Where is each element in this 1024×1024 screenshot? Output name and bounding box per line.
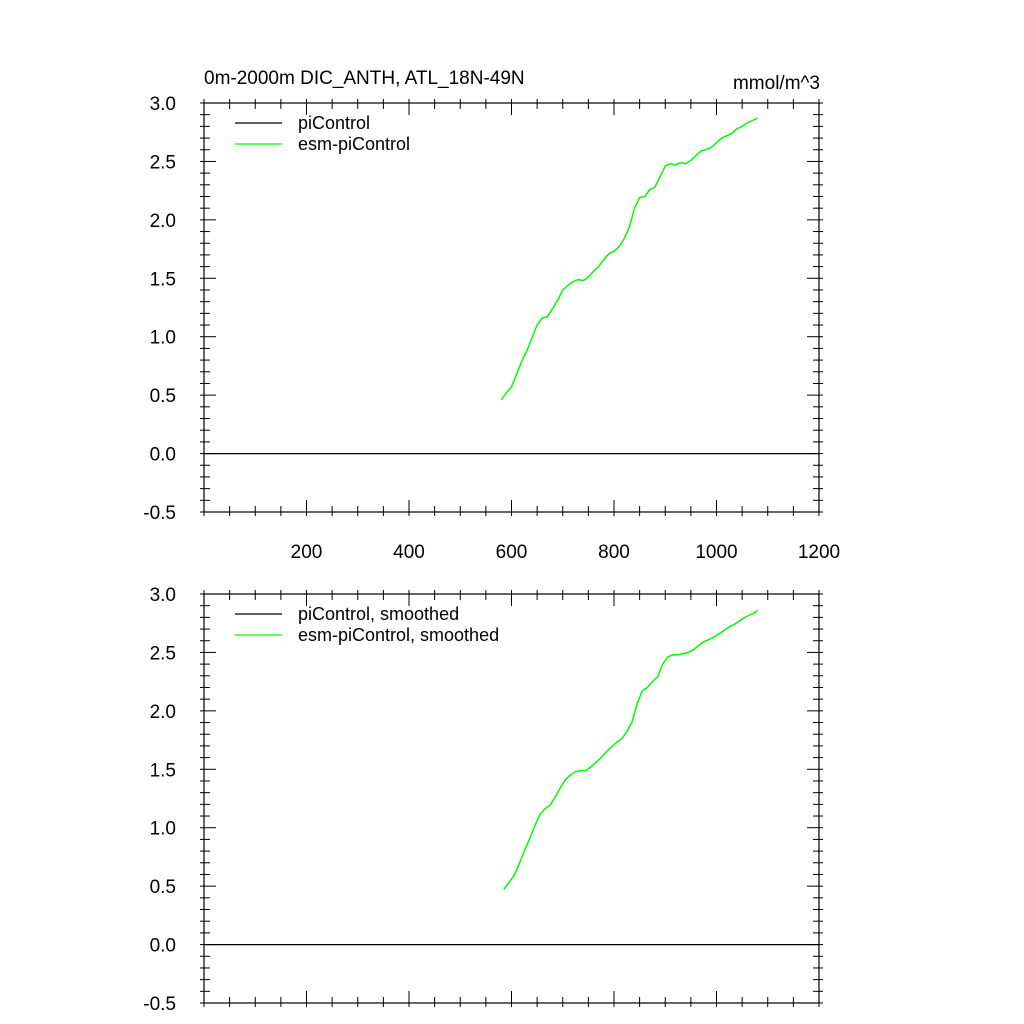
plot-frame	[203, 593, 820, 1004]
y-tick-label: 3.0	[150, 94, 176, 115]
y-tick-label: 1.0	[150, 819, 176, 840]
legend-smoothed: piControl, smoothed esm-piControl, smoot…	[235, 604, 499, 645]
legend-label-picontrol-smoothed: piControl, smoothed	[298, 604, 459, 624]
plot-frame	[203, 102, 820, 513]
y-tick-label: 0.0	[150, 936, 176, 957]
chart-title: 0m-2000m DIC_ANTH, ATL_18N-49N	[204, 68, 525, 89]
y-tick-label: 2.0	[150, 211, 176, 232]
x-tick-label: 1000	[695, 542, 737, 563]
y-tick-label: 2.5	[150, 643, 176, 664]
legend-label-esm-picontrol: esm-piControl	[298, 134, 410, 154]
x-tick-label: 800	[598, 542, 630, 563]
y-tick-label: -0.5	[143, 503, 176, 524]
top-panel: 0m-2000m DIC_ANTH, ATL_18N-49N mmol/m^3 …	[143, 68, 840, 563]
x-tick-label: 400	[393, 542, 425, 563]
y-tick-label: -0.5	[143, 994, 176, 1015]
bottom-panel: piControl, smoothed esm-piControl, smoot…	[143, 585, 823, 1015]
y-tick-label: 0.0	[150, 445, 176, 466]
y-tick-label: 1.0	[150, 328, 176, 349]
x-tick-label: 600	[496, 542, 528, 563]
series-line-esm-picontrol-smoothed	[503, 609, 758, 891]
legend-label-esm-picontrol-smoothed: esm-piControl, smoothed	[298, 625, 499, 645]
y-tick-label: 2.0	[150, 702, 176, 723]
y-tick-label: 3.0	[150, 585, 176, 606]
legend-label-picontrol: piControl	[298, 113, 370, 133]
series-line-esm-picontrol	[500, 117, 758, 401]
y-tick-label: 2.5	[150, 152, 176, 173]
y-tick-label: 0.5	[150, 877, 176, 898]
y-tick-label: 1.5	[150, 269, 176, 290]
x-tick-label: 200	[291, 542, 323, 563]
y-tick-label: 1.5	[150, 760, 176, 781]
x-tick-label: 1200	[798, 542, 840, 563]
y-tick-label: 0.5	[150, 386, 176, 407]
units-label: mmol/m^3	[733, 73, 820, 94]
legend: piControl esm-piControl	[235, 113, 410, 154]
